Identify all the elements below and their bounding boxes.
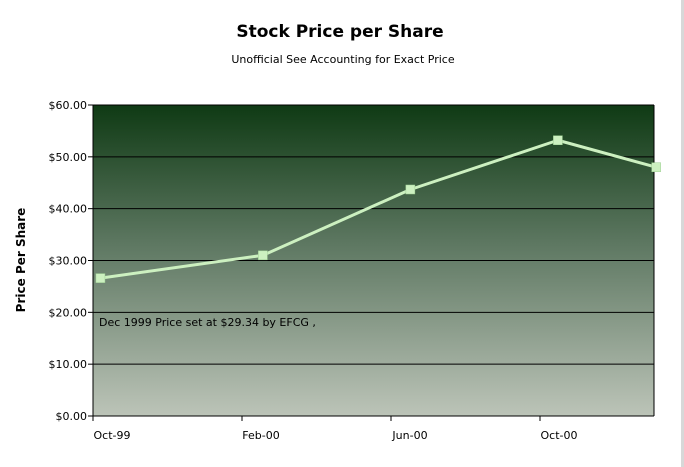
data-point bbox=[95, 273, 106, 283]
series-line-group bbox=[95, 135, 661, 283]
x-tick-label: Oct-99 bbox=[94, 429, 131, 442]
y-tick-label: $20.00 bbox=[49, 306, 88, 319]
chart-annotation: Dec 1999 Price set at $29.34 by EFCG , bbox=[99, 316, 316, 329]
x-tick-label: Jun-00 bbox=[391, 429, 427, 442]
y-tick-label: $10.00 bbox=[49, 358, 88, 371]
x-tick-label: Oct-00 bbox=[541, 429, 578, 442]
data-point bbox=[553, 135, 563, 145]
data-point bbox=[258, 250, 268, 261]
y-axis-ticks: $0.00 $10.00 $20.00 $30.00 $40.00 $50.00 $60.0… bbox=[49, 99, 93, 423]
gridlines bbox=[93, 156, 654, 365]
y-axis-label: Price Per Share bbox=[14, 208, 28, 313]
chart-title: Stock Price per Share bbox=[236, 22, 443, 42]
page-edge bbox=[681, 0, 684, 467]
y-tick-label: $40.00 bbox=[49, 203, 88, 216]
y-tick-label: $50.00 bbox=[49, 151, 88, 164]
x-tick-label: Feb-00 bbox=[242, 429, 279, 442]
y-tick-label: $30.00 bbox=[49, 255, 88, 268]
chart-subtitle: Unofficial See Accounting for Exact Pric… bbox=[231, 53, 454, 66]
data-point bbox=[651, 162, 661, 172]
data-point bbox=[405, 184, 416, 195]
y-tick-label: $0.00 bbox=[56, 410, 88, 423]
x-axis-ticks: Oct-99 Feb-00 Jun-00 Oct-00 bbox=[92, 416, 578, 442]
y-tick-label: $60.00 bbox=[49, 99, 88, 112]
